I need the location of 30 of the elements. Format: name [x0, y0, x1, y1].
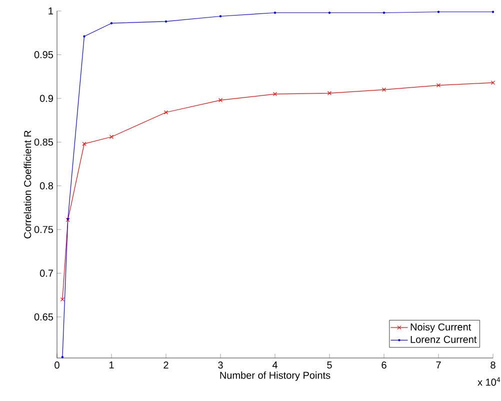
point [109, 134, 114, 139]
point [436, 83, 441, 88]
y-tick-label: 0.65 [34, 313, 54, 320]
y-tick-label: 0.75 [34, 226, 54, 234]
legend-label: Lorenz Current [410, 336, 477, 343]
y-axis-title: Correlation Coefficient R [24, 130, 32, 238]
point [327, 91, 332, 96]
y-tick-label: 1 [48, 8, 53, 14]
x-axis-title: Number of History Points [220, 371, 330, 381]
point [218, 98, 223, 102]
y-tick-label: 0.7 [40, 270, 53, 277]
x-tick-label: 6 [382, 362, 386, 369]
point [82, 142, 86, 146]
point [164, 110, 168, 114]
x-tick-label: 7 [436, 362, 441, 368]
x-tick-label: 2 [164, 362, 168, 369]
y-tick-label: 0.85 [34, 138, 54, 146]
y-tick-label: 0.95 [34, 51, 54, 58]
legend-label: Noisy Current [410, 323, 472, 333]
y-tick-label: 0.9 [40, 94, 53, 102]
x-tick-label: 8 [490, 362, 496, 369]
y-tick-label: 0.8 [40, 182, 54, 190]
x-tick-label: 0 [54, 362, 60, 369]
text: x 10$^{4}$ [478, 377, 500, 386]
x-tick-label: 3 [218, 362, 223, 369]
point [382, 88, 386, 92]
x-tick-label: 5 [327, 362, 332, 369]
point [272, 92, 278, 96]
x-tick-label: 4 [272, 362, 278, 368]
x-tick-label: 1 [109, 362, 114, 368]
